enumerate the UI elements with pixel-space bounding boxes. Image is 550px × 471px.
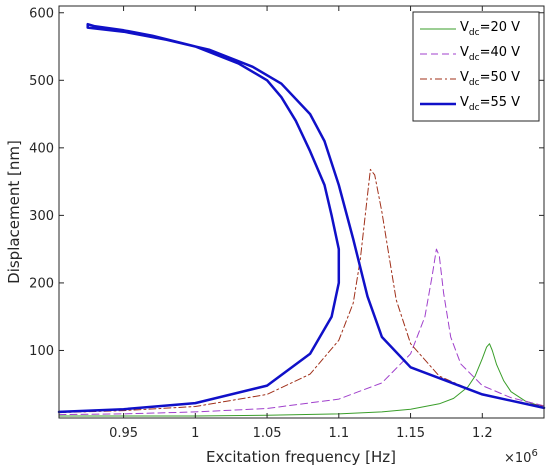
legend-label-sub: dc: [469, 78, 480, 88]
plot-frame: [58, 5, 545, 419]
y-tick-label: 400: [29, 141, 54, 156]
x-tick-label: 1: [191, 426, 199, 441]
legend-label-main: V: [460, 45, 469, 60]
series-line-3: [58, 168, 545, 414]
series-line-4: [57, 22, 546, 414]
legend-label-1: Vdc=20 V: [460, 20, 520, 38]
legend-label-sub: dc: [469, 28, 480, 38]
y-axis-label: Displacement [nm]: [5, 140, 23, 284]
x-tick-label: 1.1: [328, 426, 349, 441]
x-axis-exponent-power: 6: [531, 448, 537, 459]
x-tick-label: 1.05: [253, 426, 282, 441]
legend-label-rest: =40 V: [480, 45, 521, 60]
x-axis-label: Excitation frequency [Hz]: [206, 448, 396, 466]
legend-label-sub: dc: [469, 103, 480, 113]
x-tick-label: 1.2: [472, 426, 493, 441]
y-tick-label: 600: [29, 6, 54, 21]
y-tick-label: 500: [29, 74, 54, 89]
legend-label-main: V: [460, 95, 469, 110]
y-tick-label: 300: [29, 209, 54, 224]
legend-label-main: V: [460, 70, 469, 85]
x-tick-label: 1.15: [396, 426, 425, 441]
legend-label-rest: =55 V: [480, 95, 521, 110]
legend-label-rest: =20 V: [480, 20, 521, 35]
ticks-layer: [59, 6, 544, 418]
legend-label-main: V: [460, 20, 469, 35]
legend-label-2: Vdc=40 V: [460, 45, 520, 63]
x-axis-exponent-base: ×10: [504, 451, 531, 466]
x-tick-label: 0.95: [109, 426, 138, 441]
series-line-1: [58, 343, 545, 417]
legend-label-3: Vdc=50 V: [460, 70, 520, 88]
series-layer: [57, 22, 546, 417]
labels-layer: 0.95 1 1.05 1.1 1.15 1.2 100 200 300 400 500 600: [29, 6, 492, 441]
y-tick-label: 200: [29, 276, 54, 291]
legend-label-rest: =50 V: [480, 70, 521, 85]
legend-label-sub: dc: [469, 53, 480, 63]
legend-label-4: Vdc=55 V: [460, 95, 520, 113]
y-tick-label: 100: [29, 344, 54, 359]
x-axis-exponent: ×106: [504, 448, 538, 466]
